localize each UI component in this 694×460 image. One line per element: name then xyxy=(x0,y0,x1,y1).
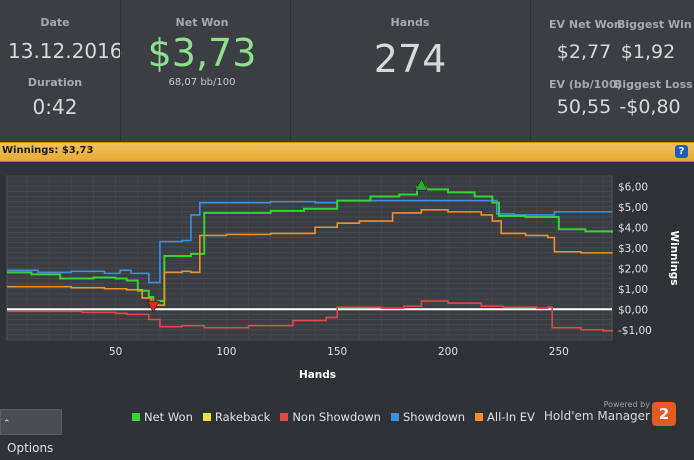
legend-swatch xyxy=(475,413,484,421)
legend-swatch xyxy=(202,413,211,421)
legend-swatch xyxy=(280,413,289,421)
ev-net-won-label: EV Net Won xyxy=(549,18,622,31)
x-tick-label: 100 xyxy=(216,346,236,358)
y-tick-label: $4,00 xyxy=(618,222,648,234)
winnings-chart: $6,00 $5,00 $4,00 $3,00 $2,00 $1,00 $0,00 -$1,0… xyxy=(6,175,680,381)
legend-label: Rakeback xyxy=(214,410,271,424)
series-line-showdown xyxy=(7,199,612,284)
hands-value: 274 xyxy=(373,37,447,81)
ev-net-won-value: $2,77 xyxy=(556,41,612,63)
legend-item-all-in-ev[interactable]: All-In EV xyxy=(475,410,535,424)
hands-stat: Hands 274 xyxy=(340,16,480,81)
y-tick-label: $0,00 xyxy=(618,304,648,316)
brand-block: Powered by Hold'em Manager xyxy=(544,400,650,423)
duration-stat: Duration 0:42 xyxy=(8,76,102,119)
y-tick-label: $2,00 xyxy=(618,263,648,275)
x-tick-label: 150 xyxy=(327,346,347,358)
duration-value: 0:42 xyxy=(32,95,78,119)
biggest-loss-value: -$0,80 xyxy=(619,96,681,118)
legend-swatch xyxy=(132,413,140,421)
max-marker xyxy=(414,178,428,191)
net-won-stat: Net Won $3,73 68,07 bb/100 xyxy=(130,16,274,88)
x-tick-label: 50 xyxy=(109,346,122,358)
options-label: Options xyxy=(7,441,54,455)
legend-item-rakeback[interactable]: Rakeback xyxy=(202,410,271,424)
x-tick-label: 250 xyxy=(549,346,569,358)
net-won-label: Net Won xyxy=(175,16,229,29)
legend-label: Net Won xyxy=(144,410,193,424)
ev-net-won-stat: EV Net Won $2,77 xyxy=(549,18,622,63)
bb-per-100-value: 68,07 bb/100 xyxy=(168,77,236,88)
net-won-value: $3,73 xyxy=(147,31,257,75)
help-icon[interactable]: ? xyxy=(675,145,688,158)
biggest-win-value: $1,92 xyxy=(620,41,676,63)
legend-item-non-showdown[interactable]: Non Showdown xyxy=(280,410,381,424)
stats-panel: Date 13.12.2016 Duration 0:42 Net Won $3… xyxy=(0,0,694,142)
duration-label: Duration xyxy=(27,76,83,89)
chevron-up-icon: ⌃ xyxy=(3,419,11,429)
y-tick-label: $3,00 xyxy=(618,243,648,255)
y-tick-label: $5,00 xyxy=(618,202,648,214)
date-value: 13.12.2016 xyxy=(8,39,123,63)
ev-bb-stat: EV (bb/100) 50,55 xyxy=(549,78,622,118)
biggest-win-label: Biggest Win xyxy=(617,18,692,31)
x-tick-label: 200 xyxy=(438,346,458,358)
brand-name: Hold'em Manager xyxy=(543,409,650,423)
y-tick-label: $6,00 xyxy=(618,181,648,193)
winnings-banner-text: Winnings: $3,73 xyxy=(2,145,94,156)
legend-item-showdown[interactable]: Showdown xyxy=(390,410,466,424)
options-button[interactable]: ⌃ Options xyxy=(0,409,62,455)
series-line-all-in-ev xyxy=(7,209,613,306)
series-line-net-won xyxy=(7,186,613,305)
date-label: Date xyxy=(40,16,70,29)
biggest-loss-stat: Biggest Loss -$0,80 xyxy=(614,78,693,118)
ev-bb-value: 50,55 xyxy=(556,96,612,118)
hem2-logo: 2 xyxy=(652,402,676,426)
x-axis-label: Hands xyxy=(299,369,336,381)
y-tick-label: -$1,00 xyxy=(618,325,652,337)
biggest-win-stat: Biggest Win $1,92 xyxy=(617,18,692,63)
min-marker xyxy=(146,300,160,313)
hands-label: Hands xyxy=(390,16,430,29)
legend-label: Showdown xyxy=(402,410,466,424)
y-axis-label: Winnings xyxy=(668,231,680,286)
date-stat: Date 13.12.2016 xyxy=(8,16,123,63)
ev-bb-label: EV (bb/100) xyxy=(549,78,622,91)
powered-by-text: Powered by xyxy=(603,400,650,409)
legend-item-net-won[interactable]: Net Won xyxy=(132,410,193,424)
winnings-banner: Winnings: $3,73 ? xyxy=(0,142,694,162)
legend-label: Non Showdown xyxy=(292,410,381,424)
y-tick-label: $1,00 xyxy=(618,284,648,296)
series-line-non-showdown xyxy=(7,300,613,332)
chart-area: $6,00 $5,00 $4,00 $3,00 $2,00 $1,00 $0,00 -$1,0… xyxy=(0,162,694,436)
legend-swatch xyxy=(390,413,399,421)
legend-label: All-In EV xyxy=(487,410,535,424)
chart-legend: Net Won Rakeback Non Showdown Showdown All-I… xyxy=(132,410,545,424)
biggest-loss-label: Biggest Loss xyxy=(614,78,693,91)
